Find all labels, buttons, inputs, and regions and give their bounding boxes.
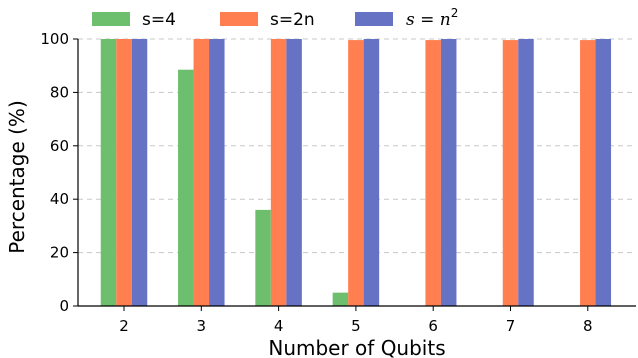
bar — [348, 40, 364, 307]
x-tick-label: 8 — [583, 317, 593, 335]
x-tick-label: 4 — [274, 317, 284, 335]
x-tick-label: 6 — [428, 317, 438, 335]
bar — [363, 39, 380, 306]
legend-swatch-s2n — [220, 12, 258, 26]
x-tick-label: 7 — [506, 317, 516, 335]
legend-label-sn2: s = n2 — [406, 6, 458, 30]
y-tick-label: 0 — [59, 297, 69, 315]
bar — [178, 69, 194, 306]
bar — [580, 40, 596, 307]
legend-label-sn2-sup: 2 — [451, 6, 459, 20]
x-axis-title: Number of Qubits — [268, 336, 445, 358]
bar — [209, 39, 225, 306]
legend: s=4 s=2n s = n2 — [92, 6, 458, 30]
legend-label-sn2-base: n — [440, 10, 451, 30]
bar — [425, 40, 441, 307]
bar — [193, 39, 210, 306]
y-tick-label: 40 — [50, 190, 69, 208]
x-tick-label: 5 — [351, 317, 361, 335]
bars — [100, 39, 612, 307]
legend-swatch-s4 — [92, 12, 130, 26]
bar — [502, 40, 519, 307]
bar — [116, 39, 132, 306]
tick-labels: 0 20 40 60 80 100 2 3 4 5 6 7 8 — [40, 30, 592, 335]
legend-label-s4: s=4 — [142, 10, 176, 30]
bar — [255, 209, 271, 306]
y-tick-label: 80 — [50, 83, 69, 101]
bar — [131, 39, 148, 306]
bar — [286, 39, 302, 306]
axes — [73, 38, 636, 311]
bar — [100, 39, 117, 306]
y-tick-label: 20 — [50, 244, 69, 262]
bar — [440, 39, 457, 306]
x-tick-label: 3 — [197, 317, 207, 335]
legend-label-sn2-var: s — [406, 10, 415, 30]
legend-swatch-sn2 — [355, 12, 393, 26]
y-axis-title: Percentage (%) — [5, 100, 29, 253]
bar — [270, 39, 287, 306]
x-tick-label: 2 — [119, 317, 129, 335]
bar — [595, 39, 612, 306]
legend-label-s2n: s=2n — [270, 10, 315, 30]
bar — [332, 292, 349, 306]
bar — [518, 39, 534, 306]
y-tick-label: 60 — [50, 137, 69, 155]
legend-label-sn2-eq: = — [415, 10, 440, 30]
y-tick-label: 100 — [40, 30, 69, 48]
